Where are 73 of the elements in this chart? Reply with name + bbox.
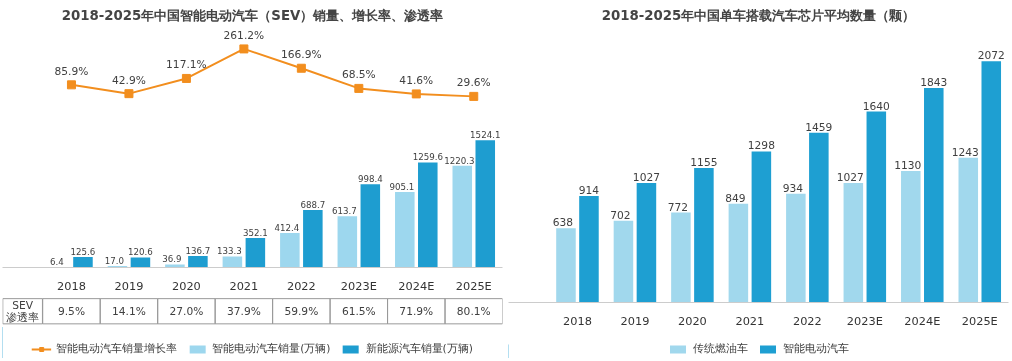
data-label: 1220.3 (444, 155, 475, 166)
legend-label: 智能电动汽车 (782, 342, 849, 356)
data-label: 702 (610, 208, 631, 222)
text: 37.9% (226, 304, 261, 318)
data-label: 688.7 (300, 200, 326, 211)
data-label: 41.6% (399, 73, 434, 87)
data-label: 998.4 (357, 174, 384, 185)
data-label: 1155 (690, 156, 718, 170)
text: 渗透率 (6, 310, 40, 324)
data-label: 1027 (632, 170, 660, 184)
data-label: 29.6% (456, 76, 491, 90)
data-label: 2072 (977, 49, 1005, 63)
x-tick-label: 2019 (620, 313, 650, 328)
legend-label: 智能电动汽车销量增长率 (56, 342, 178, 356)
x-tick-label: 2021 (735, 313, 765, 328)
data-label: 412.4 (274, 223, 300, 234)
x-tick-label: 2022 (792, 313, 822, 328)
chart-title: 2018-2025年中国单车搭载汽车芯片平均数量（颗） (601, 7, 916, 23)
x-tick-label: 2020 (677, 313, 707, 328)
data-label: 1459 (805, 120, 833, 134)
text: SEV (12, 298, 34, 312)
x-tick-label: 2020 (171, 278, 201, 293)
data-label: 42.9% (112, 73, 146, 87)
x-tick-label: 2025E (455, 278, 492, 293)
data-label: 166.9% (281, 48, 322, 62)
data-label: 849 (725, 191, 746, 205)
x-tick-label: 2019 (114, 278, 144, 293)
text: 80.1% (456, 304, 491, 318)
x-tick-label: 2021 (229, 278, 259, 293)
x-tick-label: 2025E (961, 313, 998, 328)
x-tick-label: 2024E (904, 313, 941, 328)
data-label: 1298 (747, 139, 776, 153)
text: 59.9% (284, 304, 319, 318)
data-label: 261.2% (223, 28, 265, 42)
data-label: 1130 (894, 158, 922, 172)
x-tick-label: 2023E (846, 313, 883, 328)
legend-label: 新能源汽车销量(万辆) (365, 342, 473, 356)
chart-title: 2018-2025年中国智能电动汽车（SEV）销量、增长率、渗透率 (61, 7, 444, 23)
data-label: 85.9% (54, 64, 89, 78)
data-label: 914 (578, 184, 600, 198)
data-label: 133.3 (216, 246, 242, 257)
data-label: 1259.6 (412, 152, 443, 163)
x-tick-label: 2018 (57, 278, 86, 293)
data-label: 136.7 (185, 246, 211, 257)
data-label: 1843 (920, 75, 948, 89)
data-label: 117.1% (166, 58, 207, 72)
data-label: 934 (782, 181, 804, 195)
data-label: 613.7 (331, 206, 357, 217)
text: 61.5% (341, 304, 376, 318)
text: 27.0% (169, 304, 204, 318)
data-label: 638 (552, 216, 574, 230)
data-label: 17.0 (104, 256, 125, 267)
text: 71.9% (399, 304, 434, 318)
data-label: 36.9 (162, 254, 182, 265)
data-label: 1640 (862, 99, 891, 113)
data-label: 68.5% (341, 68, 376, 82)
data-label: 125.6 (70, 247, 96, 258)
x-tick-label: 2018 (563, 313, 592, 328)
data-label: 905.1 (389, 181, 415, 192)
data-label: 1027 (836, 170, 864, 184)
x-tick-label: 2023E (340, 278, 377, 293)
data-label: 772 (667, 200, 689, 214)
text: 9.5% (57, 304, 86, 318)
data-label: 6.4 (50, 256, 65, 267)
x-tick-label: 2022 (286, 278, 316, 293)
legend-label: 智能电动汽车销量(万辆) (212, 342, 331, 356)
data-label: 120.6 (128, 247, 153, 258)
data-label: 1524.1 (470, 130, 501, 141)
x-tick-label: 2024E (398, 278, 435, 293)
data-label: 1243 (951, 145, 979, 159)
data-label: 352.1 (242, 228, 268, 239)
legend-label: 传统燃油车 (692, 342, 748, 356)
text: 14.1% (112, 304, 146, 318)
